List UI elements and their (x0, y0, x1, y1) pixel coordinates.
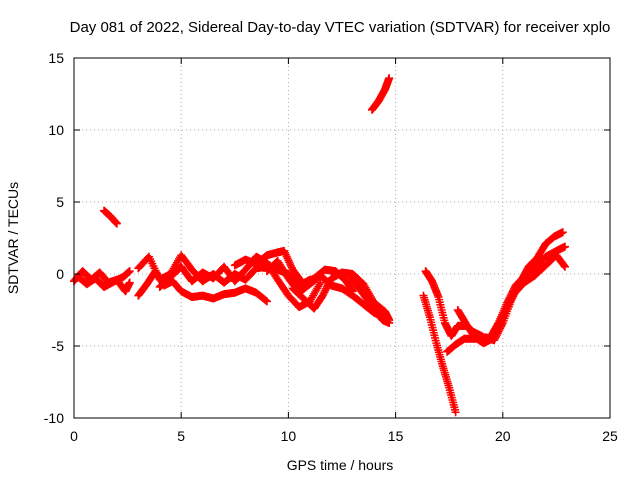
data-markers (70, 74, 569, 417)
y-tick-label: -5 (52, 338, 65, 354)
data-point (261, 296, 270, 305)
data-point (385, 74, 394, 83)
data-point (316, 278, 325, 287)
x-tick-label: 0 (70, 428, 78, 444)
data-point (112, 219, 121, 228)
series-arc-a (70, 267, 134, 296)
y-tick-label: 0 (56, 266, 64, 282)
plot-frame (73, 57, 611, 419)
data-point (451, 408, 460, 417)
data-point (262, 297, 271, 306)
data-point (560, 242, 569, 251)
data-point (558, 228, 567, 237)
series-arc-l (419, 291, 460, 417)
chart-title: Day 081 of 2022, Sidereal Day-to-day VTE… (70, 19, 611, 36)
data-point (560, 261, 569, 270)
x-axis-label: GPS time / hours (287, 457, 394, 473)
series-arc-o (453, 251, 569, 348)
y-tick-label: 10 (48, 122, 64, 138)
series-arc-n (443, 228, 567, 356)
x-tick-label: 25 (602, 428, 618, 444)
x-tick-label: 15 (388, 428, 404, 444)
y-tick-label: 5 (56, 194, 64, 210)
grid (74, 58, 610, 418)
data-point (385, 318, 394, 327)
data-point (125, 267, 134, 276)
data-point (125, 278, 134, 287)
x-tick-label: 10 (281, 428, 297, 444)
series-arc-k (368, 74, 394, 114)
data-point (560, 262, 569, 271)
x-tick-label: 20 (495, 428, 511, 444)
series-arc-c (100, 206, 121, 228)
y-tick-label: 15 (48, 50, 64, 66)
axis-ticks: 0 5 10 15 20 25 -10 -5 0 5 10 15 (44, 50, 618, 444)
x-tick-label: 5 (177, 428, 185, 444)
series-arc-j (344, 270, 394, 327)
y-tick-label: -10 (44, 410, 64, 426)
y-axis-label: SDTVAR / TECUs (5, 182, 21, 294)
